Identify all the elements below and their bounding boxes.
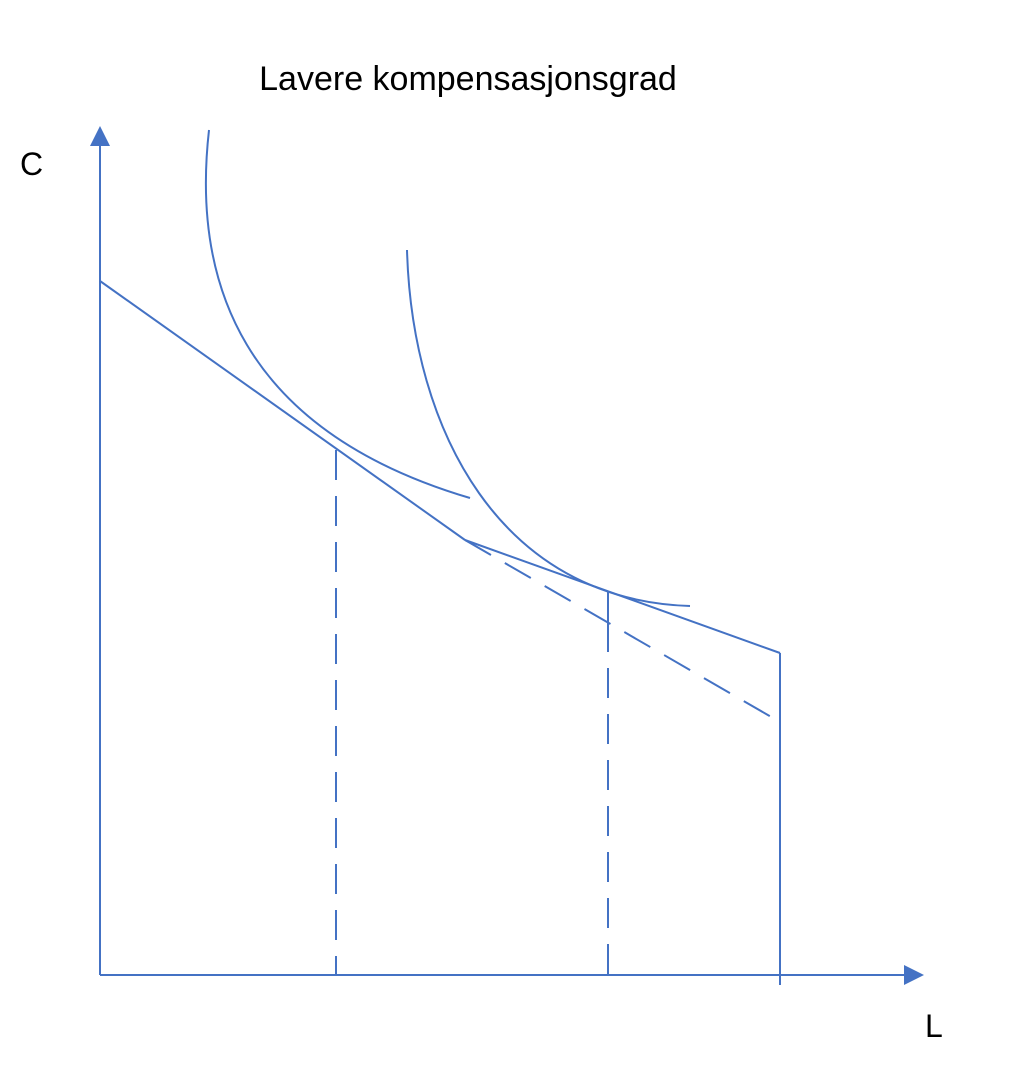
budget-line [99, 280, 466, 541]
y-axis-label: C [20, 146, 43, 182]
y-axis-arrow [90, 126, 110, 146]
x-axis-label: L [925, 1008, 943, 1044]
budget-line-extension-dashed [464, 539, 781, 723]
x-axis-arrow [904, 965, 924, 985]
indifference-curve-1 [204, 129, 471, 499]
diagram-title: Lavere kompensasjonsgrad [259, 60, 677, 98]
indifference-curve-2 [406, 249, 691, 607]
